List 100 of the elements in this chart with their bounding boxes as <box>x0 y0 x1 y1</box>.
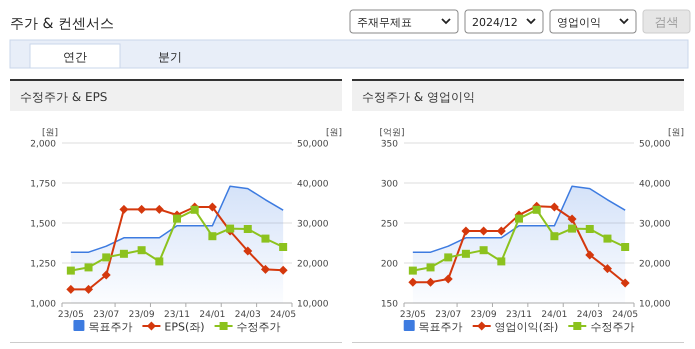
y2-tick-label: 30,000 <box>297 220 329 230</box>
y-tick-label: 1,250 <box>30 260 56 270</box>
point <box>138 246 146 254</box>
point <box>550 232 558 240</box>
y-axis-title: [원] <box>42 128 58 138</box>
point <box>190 206 199 214</box>
point <box>603 234 612 243</box>
y-tick-label: 350 <box>380 140 398 150</box>
point <box>102 270 111 280</box>
point <box>208 202 217 212</box>
point <box>260 264 270 274</box>
y-tick-label: 250 <box>380 220 398 230</box>
point <box>586 225 594 233</box>
x-tick-label: 23/05 <box>400 310 426 320</box>
point <box>102 253 110 262</box>
text: 2024/12 <box>472 16 518 29</box>
point <box>621 243 630 251</box>
legend-label: 목표주가 <box>418 320 463 334</box>
y2-tick-label: 30,000 <box>639 220 671 230</box>
y-tick-label: 150 <box>380 300 398 310</box>
x-tick-label: 24/03 <box>576 310 603 320</box>
y-tick-label: 2,000 <box>30 140 56 150</box>
point <box>568 214 577 224</box>
x-tick-label: 23/07 <box>93 310 120 320</box>
point <box>408 278 418 287</box>
text: 분기 <box>158 50 182 64</box>
point <box>461 226 470 236</box>
text: 영업이익 <box>557 16 601 29</box>
point <box>408 266 417 275</box>
chart-title: 수정주가 & EPS <box>20 90 108 104</box>
x-tick-label: 23/09 <box>128 310 155 320</box>
x-tick-label: 24/05 <box>612 310 638 320</box>
y2-tick-label: 20,000 <box>297 260 329 270</box>
y-tick-label: 300 <box>380 180 398 190</box>
point <box>497 257 506 266</box>
y-axis-title: [억원] <box>379 128 405 138</box>
x-tick-label: 24/05 <box>270 310 296 320</box>
point <box>602 264 612 274</box>
point <box>426 278 436 287</box>
x-tick-label: 23/11 <box>506 310 532 320</box>
point <box>278 266 288 275</box>
y2-tick-label: 10,000 <box>639 300 671 310</box>
point <box>426 263 435 272</box>
point <box>66 284 76 294</box>
point <box>84 263 93 272</box>
text: 연간 <box>63 50 87 64</box>
point <box>119 204 128 214</box>
point <box>550 202 559 212</box>
y-tick-label: 1,000 <box>30 300 56 310</box>
x-tick-label: 23/11 <box>164 310 190 320</box>
point <box>532 206 541 214</box>
y-tick-label: 200 <box>380 260 398 270</box>
point <box>479 226 488 236</box>
point <box>568 224 576 233</box>
point <box>279 243 288 251</box>
point <box>261 234 270 243</box>
legend-label: 수정주가 <box>590 320 634 334</box>
x-tick-label: 23/07 <box>435 310 462 320</box>
legend-label: 수정주가 <box>236 320 281 334</box>
y2-tick-label: 20,000 <box>639 260 671 270</box>
point <box>154 204 164 214</box>
point <box>515 214 523 223</box>
y2-tick-label: 40,000 <box>297 180 329 190</box>
point <box>137 204 146 214</box>
y-tick-label: 1,500 <box>30 220 56 230</box>
point <box>620 278 630 288</box>
y2-axis-title: [원] <box>326 128 342 138</box>
point <box>84 284 94 294</box>
text: 주가 & 컨센서스 <box>10 16 114 32</box>
point <box>120 250 128 258</box>
point <box>444 274 453 284</box>
point <box>66 266 75 275</box>
y-tick-label: 1,750 <box>30 180 56 190</box>
point <box>173 214 181 223</box>
point <box>444 253 452 262</box>
y2-tick-label: 50,000 <box>297 140 329 150</box>
point <box>208 232 216 240</box>
y2-axis-title: [원] <box>668 128 684 138</box>
y2-tick-label: 10,000 <box>297 300 329 310</box>
y2-tick-label: 40,000 <box>639 180 671 190</box>
point <box>243 246 252 256</box>
point <box>244 225 252 233</box>
point <box>585 250 594 260</box>
point <box>462 250 470 258</box>
x-tick-label: 23/05 <box>58 310 84 320</box>
point <box>480 246 488 254</box>
point <box>226 224 234 233</box>
y2-tick-label: 50,000 <box>639 140 671 150</box>
point <box>496 226 506 236</box>
x-tick-label: 24/01 <box>199 310 226 320</box>
point <box>155 257 164 266</box>
chart-title: 수정주가 & 영업이익 <box>362 90 475 104</box>
x-tick-label: 23/09 <box>470 310 497 320</box>
legend-label: EPS(좌) <box>164 320 205 334</box>
x-tick-label: 24/01 <box>541 310 568 320</box>
text: 주재무제표 <box>357 16 412 29</box>
legend-label: 영업이익(좌) <box>494 320 558 334</box>
x-tick-label: 24/03 <box>234 310 261 320</box>
legend-label: 목표주가 <box>88 320 132 334</box>
text: 검색 <box>654 15 678 29</box>
